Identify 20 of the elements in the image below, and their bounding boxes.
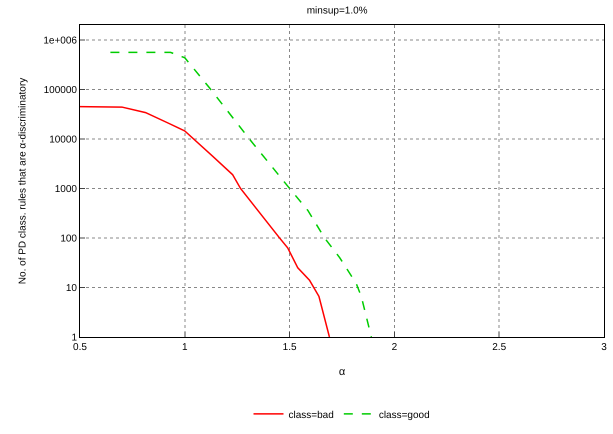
- x-tick-label: 1.5: [282, 342, 297, 353]
- x-tick-label: 3: [601, 342, 608, 353]
- x-tick-label: 0.5: [73, 342, 88, 353]
- y-tick-label: 100: [60, 233, 78, 244]
- line-series: [110, 52, 372, 337]
- legend-label: class=bad: [288, 410, 334, 421]
- y-tick-label: 100000: [44, 84, 78, 96]
- line-series: [80, 106, 330, 337]
- y-tick-label: 10000: [49, 134, 78, 146]
- x-tick-label: 2.5: [492, 342, 507, 353]
- x-axis-title: α: [338, 366, 346, 378]
- x-tick-label: 1: [182, 342, 188, 353]
- y-axis-title: No. of PD class. rules that are α-discriminatory: [17, 78, 28, 284]
- chart-title: minsup=1.0%: [306, 6, 368, 17]
- legend-label: class=good: [378, 410, 430, 421]
- x-tick-label: 2: [392, 342, 398, 353]
- y-tick-label: 1e+006: [43, 35, 78, 46]
- y-tick-label: 1: [71, 332, 78, 344]
- y-tick-label: 1000: [54, 184, 78, 195]
- y-tick-label: 10: [66, 282, 78, 294]
